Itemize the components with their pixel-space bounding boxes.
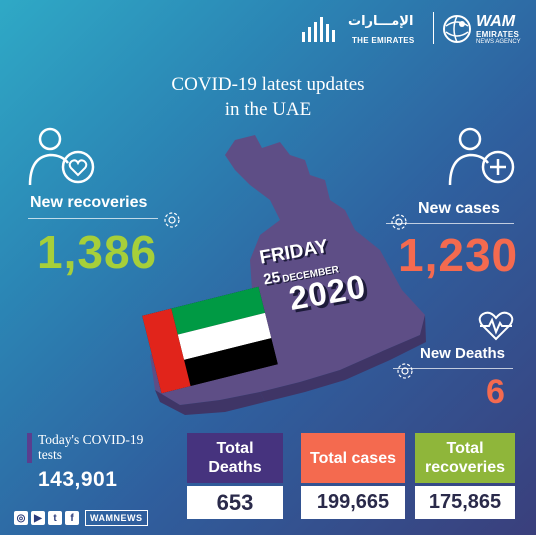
new-recoveries-label: New recoveries — [30, 194, 148, 211]
title-line-1: COVID-19 latest updates — [171, 74, 365, 95]
total-deaths-label: Total Deaths — [187, 433, 283, 483]
new-cases-divider — [386, 223, 514, 224]
new-recoveries-divider — [28, 218, 158, 219]
total-deaths-card: Total Deaths 653 — [187, 433, 283, 519]
facebook-icon[interactable]: f — [65, 511, 79, 525]
page-title: COVID-19 latest updates in the UAE — [0, 72, 536, 122]
title-line-2: in the UAE — [224, 99, 312, 120]
target-icon — [164, 212, 180, 228]
emirates-bars-icon — [302, 17, 335, 42]
tests-label: Today's COVID-19 tests — [38, 432, 144, 462]
heartbeat-icon — [478, 311, 514, 341]
target-icon — [397, 363, 413, 379]
person-plus-icon — [448, 127, 515, 186]
logo-divider — [433, 12, 434, 44]
wam-logo-main: WAM — [476, 13, 516, 30]
new-cases-label: New cases — [418, 200, 500, 217]
twitter-icon[interactable]: t — [48, 511, 62, 525]
total-deaths-value: 653 — [187, 486, 283, 519]
new-deaths-value: 6 — [486, 373, 505, 411]
wam-logo-sub2: NEWS AGENCY — [476, 39, 521, 45]
person-heart-icon — [28, 127, 95, 186]
new-deaths-label: New Deaths — [420, 345, 506, 362]
tests-value: 143,901 — [38, 468, 118, 491]
social-bar: ◎ ▶ t f WAMNEWS — [14, 510, 148, 526]
new-cases-value: 1,230 — [398, 229, 519, 281]
date-block: FRIDAY 25 DECEMBER 2020 — [258, 227, 394, 346]
social-handle[interactable]: WAMNEWS — [85, 510, 148, 526]
total-cases-value: 199,665 — [301, 486, 405, 519]
uae-flag — [142, 286, 278, 394]
emirates-logo-english: THE EMIRATES — [352, 36, 415, 45]
new-deaths-divider — [393, 368, 513, 369]
new-recoveries-value: 1,386 — [37, 226, 158, 278]
wam-logo: WAM EMIRATES NEWS AGENCY — [442, 12, 534, 48]
globe-icon — [443, 15, 471, 43]
total-cases-label: Total cases — [301, 433, 405, 483]
the-emirates-logo: الإمـــارات THE EMIRATES — [300, 10, 426, 50]
total-recoveries-card: Total recoveries 175,865 — [415, 433, 515, 519]
total-recoveries-value: 175,865 — [415, 486, 515, 519]
target-icon — [391, 214, 407, 230]
total-recoveries-label: Total recoveries — [415, 433, 515, 483]
tests-accent-bar — [27, 433, 32, 463]
total-cases-card: Total cases 199,665 — [301, 433, 405, 519]
emirates-logo-arabic: الإمـــارات — [348, 14, 414, 29]
instagram-icon[interactable]: ◎ — [14, 511, 28, 525]
youtube-icon[interactable]: ▶ — [31, 511, 45, 525]
date-day-number: 25 — [262, 268, 282, 289]
wam-logo-sub1: EMIRATES — [476, 30, 520, 39]
